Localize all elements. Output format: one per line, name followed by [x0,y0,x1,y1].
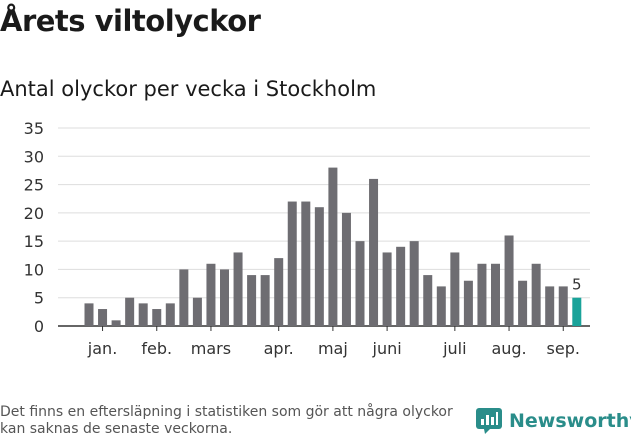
y-tick-label: 5 [34,289,44,308]
y-tick-label: 10 [24,260,44,279]
y-tick-label: 15 [24,232,44,251]
bar[interactable] [328,167,338,326]
bar[interactable] [84,303,94,326]
last-value-label: 5 [572,276,582,294]
bars: 5 [84,167,582,326]
bar[interactable] [179,269,189,326]
bar[interactable] [98,309,108,326]
bar[interactable] [355,241,365,326]
bar[interactable] [301,201,311,326]
y-tick-label: 30 [24,147,44,166]
newsworthy-logo-icon [476,408,502,434]
bar[interactable] [369,178,379,326]
x-axis-ticks: jan. feb. mars apr. maj juni juli aug. sep. [87,326,580,358]
bar[interactable] [165,303,175,326]
bar[interactable] [396,246,406,326]
bar[interactable] [247,275,257,326]
bar[interactable] [125,297,135,326]
bar[interactable] [314,207,324,326]
bar[interactable] [423,275,433,326]
x-tick-label: mars [191,339,231,358]
y-tick-label: 35 [24,119,44,138]
bar[interactable] [450,252,460,326]
bar[interactable] [558,286,568,326]
bar-latest-week[interactable] [572,297,582,326]
bar[interactable] [518,280,528,326]
x-tick-label: juli [442,339,466,358]
bar[interactable] [274,258,284,326]
bar[interactable] [436,286,446,326]
y-axis-ticks: 0 5 10 15 20 25 30 35 [24,119,44,336]
bar[interactable] [531,263,541,326]
bar[interactable] [152,309,162,326]
x-tick-label: apr. [264,339,294,358]
y-tick-label: 0 [34,317,44,336]
bar[interactable] [192,297,202,326]
bar[interactable] [463,280,473,326]
x-tick-label: jan. [87,339,117,358]
gridlines [58,127,590,327]
x-tick-label: aug. [491,339,526,358]
bar[interactable] [138,303,148,326]
bar[interactable] [409,241,419,326]
bar[interactable] [491,263,500,326]
bar[interactable] [341,212,351,326]
x-tick-label: feb. [141,339,172,358]
chart-title: Årets viltolyckor [0,4,261,38]
brand-name: Newsworthy [509,410,631,432]
x-tick-label: juni [372,339,402,358]
chart-subtitle: Antal olyckor per vecka i Stockholm [0,77,377,101]
bar-chart: 0 5 10 15 20 25 30 35 5 jan. feb. mars apr. maj juni… [24,119,590,358]
bar[interactable] [287,201,297,326]
bar[interactable] [477,263,487,326]
bar[interactable] [233,252,243,326]
bar[interactable] [382,252,392,326]
bar[interactable] [206,263,216,326]
brand[interactable]: Newsworthy [476,408,631,434]
bar[interactable] [260,275,270,326]
bar[interactable] [111,320,121,326]
y-tick-label: 25 [24,176,44,195]
bar[interactable] [220,269,229,326]
bar[interactable] [504,235,514,326]
x-tick-label: maj [318,339,348,358]
footnote: Det finns en eftersläpning i statistiken… [0,404,453,437]
bar[interactable] [545,286,555,326]
y-tick-label: 20 [24,204,44,223]
x-tick-label: sep. [547,339,580,358]
